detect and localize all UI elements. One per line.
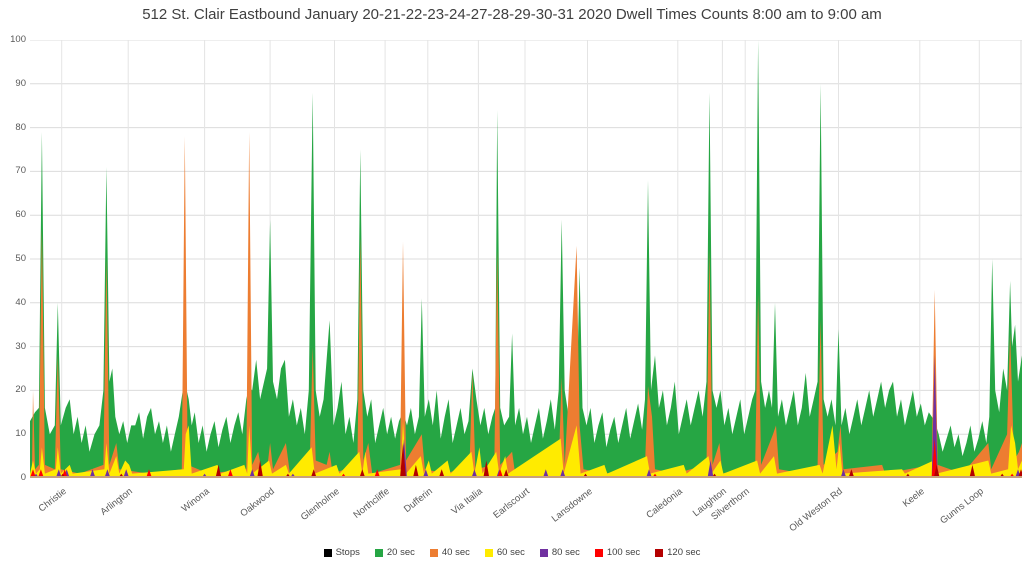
- x-axis-tick-label: Via Italia: [449, 486, 486, 517]
- y-axis-tick-label: 20: [15, 384, 26, 396]
- legend-swatch: [655, 548, 664, 557]
- legend-swatch: [594, 548, 603, 557]
- legend-item: 80 sec: [539, 547, 580, 558]
- x-axis-tick-label: Keele: [900, 486, 927, 510]
- x-axis-tick-label: Winona: [179, 486, 212, 515]
- x-axis-tick-label: Arlington: [98, 486, 135, 518]
- y-axis-tick-label: 70: [15, 165, 26, 177]
- legend-label: 80 sec: [551, 547, 580, 558]
- legend-item: Stops: [323, 547, 360, 558]
- legend-swatch: [323, 548, 332, 557]
- area-chart-svg: [30, 40, 1022, 478]
- y-axis-tick-label: 0: [20, 472, 26, 483]
- legend-label: 20 sec: [386, 547, 415, 558]
- y-axis-tick-label: 90: [15, 77, 26, 89]
- legend-item: 40 sec: [429, 547, 470, 558]
- legend: Stops 20 sec 40 sec 60 sec 80 sec 100 sec 120 …: [0, 547, 1024, 558]
- legend-label: 100 sec: [606, 547, 641, 558]
- x-axis-tick-label: Christie: [36, 486, 69, 515]
- x-axis-tick-label: Oakwood: [238, 486, 277, 520]
- legend-label: 60 sec: [496, 547, 525, 558]
- x-axis-tick-label: Earlscourt: [491, 486, 532, 521]
- legend-swatch: [484, 548, 493, 557]
- y-axis-tick-label: 30: [15, 340, 26, 352]
- y-axis-tick-label: 50: [15, 253, 26, 264]
- y-axis-tick-label: 10: [15, 428, 26, 440]
- legend-item: 60 sec: [484, 547, 525, 558]
- legend-swatch: [374, 548, 383, 557]
- plot-area: [30, 40, 1022, 478]
- x-axis-tick-label: Lansdowne: [549, 486, 595, 525]
- x-axis-tick-label: Glenholme: [298, 486, 342, 523]
- x-axis-tick-label: Caledonia: [644, 486, 685, 522]
- legend-swatch: [429, 548, 438, 557]
- y-axis-tick-label: 100: [10, 34, 26, 45]
- legend-item: 120 sec: [655, 547, 700, 558]
- legend-item: 20 sec: [374, 547, 415, 558]
- chart-title: 512 St. Clair Eastbound January 20-21-22…: [142, 6, 882, 23]
- legend-label: Stops: [335, 547, 360, 558]
- legend-label: 40 sec: [441, 547, 470, 558]
- x-axis-tick-label: Northcliffe: [351, 486, 392, 521]
- legend-item: 100 sec: [594, 547, 641, 558]
- legend-swatch: [539, 548, 548, 557]
- y-axis-tick-label: 80: [15, 121, 26, 133]
- legend-label: 120 sec: [667, 547, 701, 558]
- x-axis-tick-label: Dufferin: [401, 486, 435, 516]
- x-axis-tick-label: Old Weston Rd: [787, 486, 846, 535]
- y-axis-tick-label: 40: [15, 296, 26, 308]
- y-axis-tick-label: 60: [15, 209, 26, 221]
- x-axis-tick-label: Gunns Loop: [938, 486, 987, 527]
